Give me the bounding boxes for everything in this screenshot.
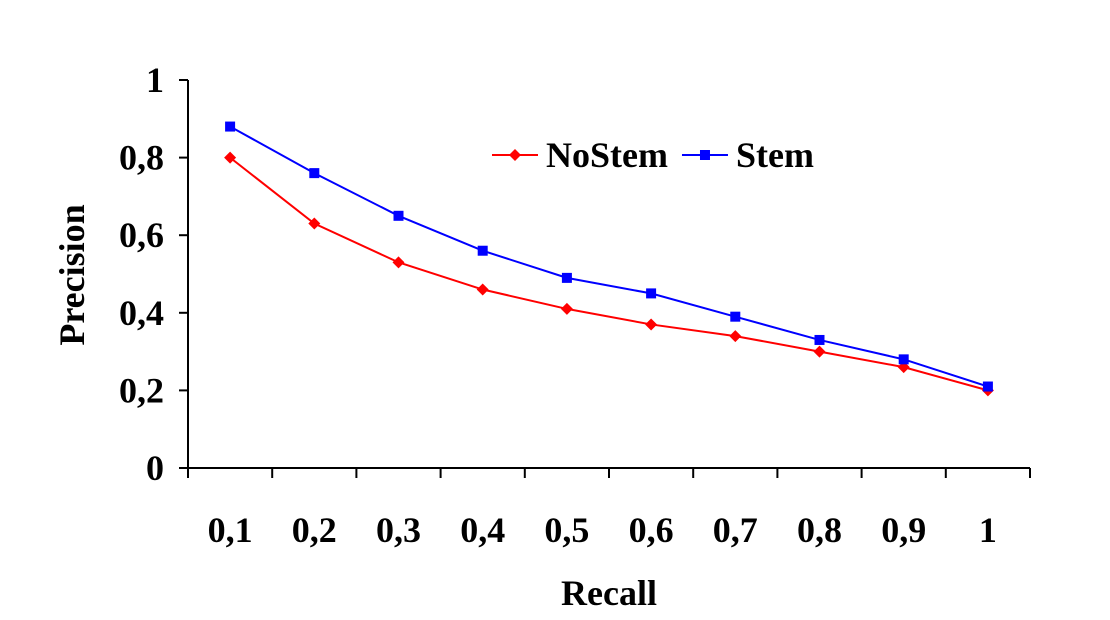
data-point-stem	[982, 381, 993, 392]
data-point-nostem	[729, 330, 742, 343]
data-point-stem	[898, 354, 909, 365]
x-tick-label: 0,1	[208, 510, 253, 550]
series-line-nostem	[229, 156, 989, 392]
data-point-nostem	[813, 345, 826, 358]
x-axis-ticks: 0,1 0,2 0,3 0,4 0,5 0,6 0,7 0,8 0,9 1	[187, 468, 1031, 550]
data-point-nostem	[645, 318, 658, 331]
data-point-stem	[561, 272, 572, 283]
legend-marker	[699, 150, 710, 160]
y-tick-label: 0,8	[119, 138, 164, 178]
series-layer	[224, 121, 994, 397]
y-tick-label: 0,4	[119, 293, 164, 333]
y-tick-label: 0	[146, 448, 164, 488]
series-line-stem	[229, 125, 989, 388]
data-point-stem	[646, 288, 657, 299]
legend-marker	[509, 149, 521, 161]
y-axis-title: Precision	[52, 204, 92, 345]
y-tick-label: 1	[146, 60, 164, 100]
data-point-stem	[730, 311, 741, 322]
x-tick-label: 0,6	[629, 510, 674, 550]
series-nostem	[224, 151, 994, 397]
data-point-stem	[393, 210, 404, 221]
legend-label: Stem	[736, 135, 814, 175]
x-tick-label: 0,2	[292, 510, 337, 550]
data-point-nostem	[476, 283, 489, 296]
y-tick-label: 0,2	[119, 370, 164, 410]
x-tick-label: 0,3	[376, 510, 421, 550]
data-point-nostem	[224, 151, 237, 164]
y-axis-ticks: 0 0,2 0,4 0,6 0,8 1	[119, 60, 188, 488]
x-tick-label: 0,8	[797, 510, 842, 550]
legend-item-stem: Stem	[681, 135, 814, 175]
legend-label: NoStem	[546, 135, 668, 175]
data-point-stem	[309, 168, 320, 179]
y-tick-label: 0,6	[119, 215, 164, 255]
x-tick-label: 0,5	[544, 510, 589, 550]
x-tick-label: 0,4	[460, 510, 505, 550]
legend: NoStem Stem	[492, 135, 814, 175]
data-point-nostem	[392, 256, 405, 269]
x-tick-label: 0,9	[881, 510, 926, 550]
data-point-nostem	[560, 302, 573, 315]
data-point-stem	[225, 121, 236, 132]
data-point-stem	[477, 245, 488, 256]
data-point-nostem	[308, 217, 321, 230]
x-tick-label: 1	[979, 510, 997, 550]
x-axis-title: Recall	[561, 573, 657, 613]
x-tick-label: 0,7	[713, 510, 758, 550]
legend-item-nostem: NoStem	[492, 135, 668, 175]
series-stem	[225, 121, 993, 392]
data-point-stem	[814, 334, 825, 345]
